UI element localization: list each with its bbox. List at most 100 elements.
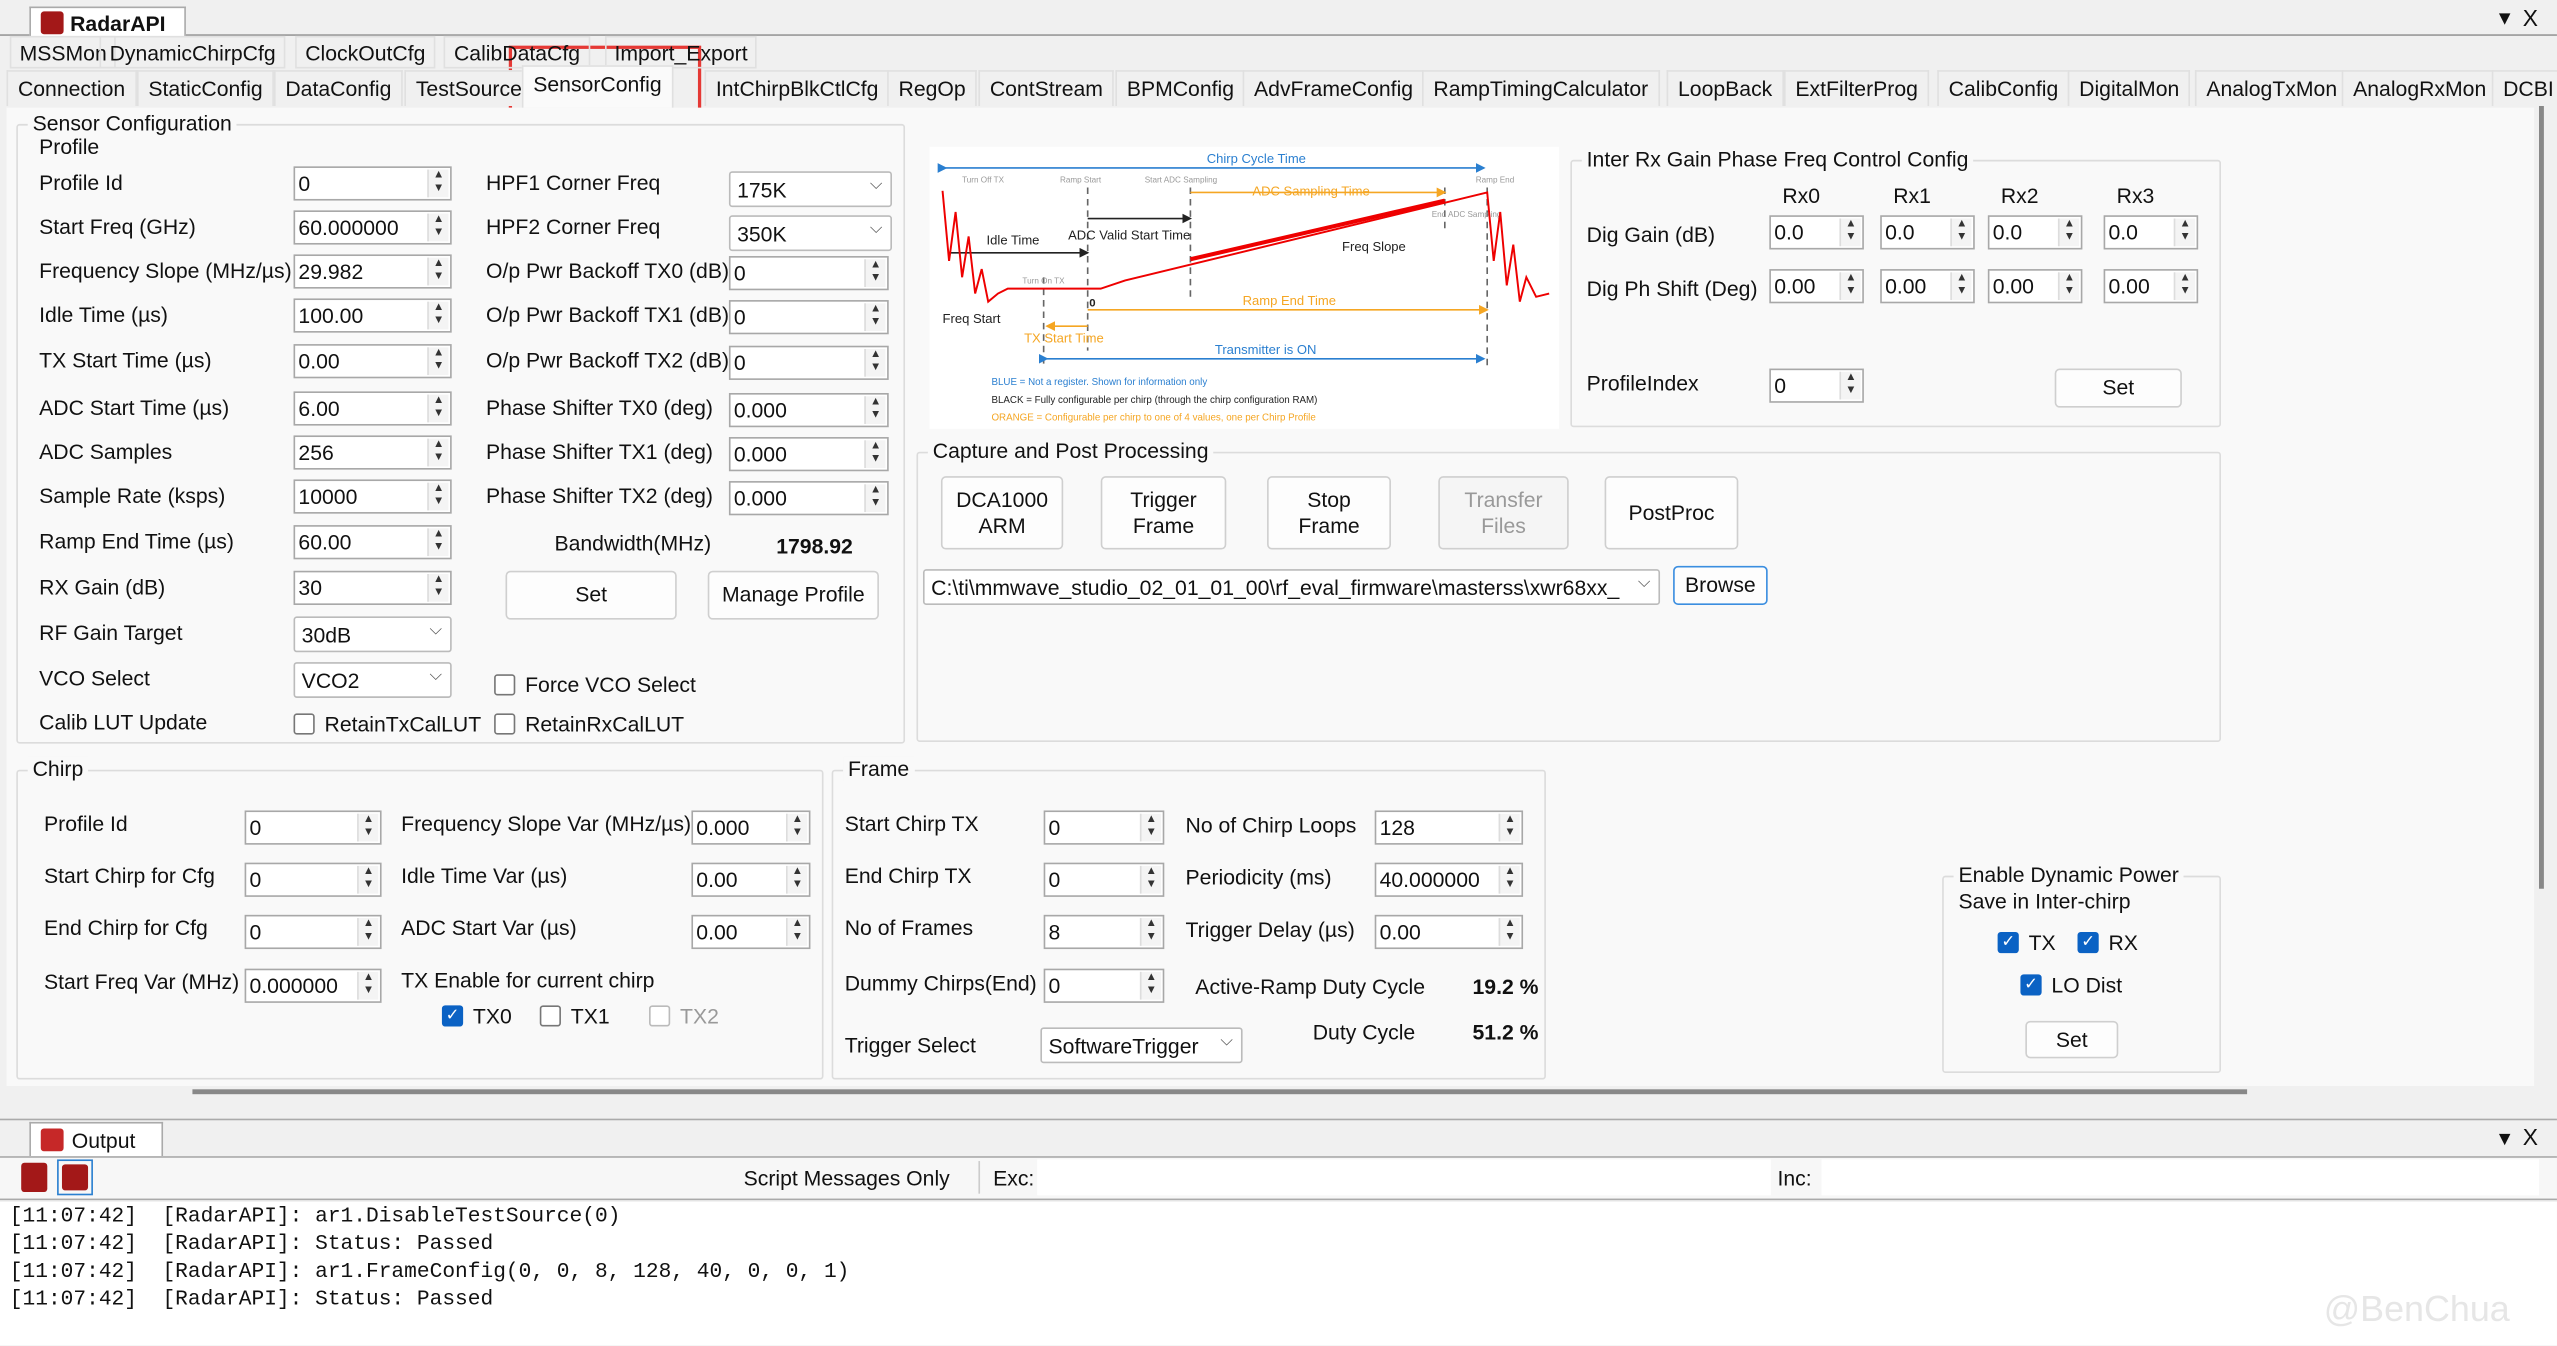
output-log[interactable] bbox=[0, 1201, 2557, 1346]
browse-button[interactable]: Browse bbox=[1673, 565, 1768, 605]
tab-mssmon[interactable]: MSSMon bbox=[9, 35, 117, 69]
inter-rx-set-button[interactable]: Set bbox=[2054, 368, 2182, 408]
exc-input[interactable] bbox=[1037, 1159, 1771, 1196]
profile-field-input[interactable]: 0 ▲ ▼ bbox=[728, 256, 889, 291]
frame-field-input[interactable]: 0 ▲ ▼ bbox=[1043, 862, 1165, 897]
tab-dcbi[interactable]: DCBI bbox=[2491, 70, 2557, 106]
dig-ph-shift-input[interactable]: 0.00 ▲ ▼ bbox=[1769, 269, 1864, 304]
spin-arrows-icon[interactable]: ▲ ▼ bbox=[427, 528, 449, 557]
hpf1-select[interactable]: 175K ⌵ bbox=[728, 171, 892, 208]
dig-gain-input[interactable]: 0.0 ▲ ▼ bbox=[1769, 215, 1864, 250]
vertical-scrollbar[interactable] bbox=[2539, 101, 2544, 889]
spin-arrows-icon[interactable]: ▲ ▼ bbox=[864, 303, 886, 332]
retain-rx-cal-checkbox[interactable]: RetainRxCalLUT bbox=[494, 712, 684, 736]
frame-field-input[interactable]: 0.00 ▲ ▼ bbox=[1374, 914, 1524, 950]
spin-arrows-icon[interactable]: ▲ ▼ bbox=[427, 213, 449, 242]
spin-arrows-icon[interactable]: ▲ ▼ bbox=[1839, 218, 1861, 247]
profile-field-input[interactable]: 0.000 ▲ ▼ bbox=[728, 481, 889, 516]
profile-field-input[interactable]: 0.000 ▲ ▼ bbox=[728, 392, 889, 428]
spin-arrows-icon[interactable]: ▲ ▼ bbox=[427, 257, 449, 286]
spin-arrows-icon[interactable]: ▲ ▼ bbox=[1839, 371, 1861, 400]
frame-field-input[interactable]: 0 ▲ ▼ bbox=[1043, 810, 1165, 845]
tab-advframeconfig[interactable]: AdvFrameConfig bbox=[1242, 70, 1425, 106]
frame-field-input[interactable]: 0 ▲ ▼ bbox=[1043, 968, 1165, 1003]
retain-tx-cal-checkbox[interactable]: RetainTxCalLUT bbox=[293, 712, 481, 736]
profile-field-input[interactable]: 0.000 ▲ ▼ bbox=[728, 437, 889, 472]
spin-arrows-icon[interactable]: ▲ ▼ bbox=[357, 813, 379, 842]
power-set-button[interactable]: Set bbox=[2025, 1020, 2119, 1059]
frame-field-input[interactable]: 128 ▲ ▼ bbox=[1374, 810, 1524, 845]
spin-arrows-icon[interactable]: ▲ ▼ bbox=[1950, 272, 1972, 301]
chirp-field-input[interactable]: 0.00 ▲ ▼ bbox=[691, 862, 811, 897]
dig-ph-shift-input[interactable]: 0.00 ▲ ▼ bbox=[2103, 269, 2199, 304]
tab-testsource[interactable]: TestSource bbox=[404, 70, 534, 106]
spin-arrows-icon[interactable]: ▲ ▼ bbox=[427, 347, 449, 376]
radarapi-tab[interactable]: RadarAPI bbox=[29, 6, 186, 38]
spin-arrows-icon[interactable]: ▲ ▼ bbox=[864, 396, 886, 424]
spin-arrows-icon[interactable]: ▲ ▼ bbox=[427, 438, 449, 467]
spin-arrows-icon[interactable]: ▲ ▼ bbox=[864, 259, 886, 288]
tx-power-checkbox[interactable]: ✓ TX bbox=[1997, 930, 2056, 955]
tab-intchirpblkctlcfg[interactable]: IntChirpBlkCtlCfg bbox=[704, 70, 890, 106]
spin-arrows-icon[interactable]: ▲ ▼ bbox=[864, 348, 886, 377]
spin-arrows-icon[interactable]: ▲ ▼ bbox=[2057, 218, 2080, 247]
profile-field-input[interactable]: 29.982 ▲ ▼ bbox=[293, 254, 452, 289]
dig-gain-input[interactable]: 0.0 ▲ ▼ bbox=[1987, 215, 2083, 250]
horizontal-scrollbar[interactable] bbox=[192, 1089, 2248, 1095]
profile-index-input[interactable]: 0 ▲ ▼ bbox=[1769, 368, 1864, 403]
tab-calibdatacfg[interactable]: CalibDataCfg bbox=[444, 35, 590, 69]
profile-field-input[interactable]: 0 ▲ ▼ bbox=[728, 345, 889, 380]
tab-digitalmon[interactable]: DigitalMon bbox=[2067, 70, 2191, 106]
tab-bpmconfig[interactable]: BPMConfig bbox=[1115, 70, 1246, 106]
tab-dataconfig[interactable]: DataConfig bbox=[273, 70, 403, 106]
tab-loopback[interactable]: LoopBack bbox=[1666, 70, 1784, 106]
spin-arrows-icon[interactable]: ▲ ▼ bbox=[1498, 865, 1520, 894]
close-icon[interactable]: X bbox=[2522, 4, 2538, 31]
firmware-path-select[interactable]: C:\ti\mmwave_studio_02_01_01_00\rf_eval_… bbox=[922, 569, 1661, 605]
profile-field-input[interactable]: 0 ▲ ▼ bbox=[728, 300, 889, 335]
chirp-field-input[interactable]: 0 ▲ ▼ bbox=[244, 862, 382, 897]
spin-arrows-icon[interactable]: ▲ ▼ bbox=[427, 169, 449, 198]
profile-field-input[interactable]: 60.000000 ▲ ▼ bbox=[293, 210, 452, 245]
stop-output-button[interactable] bbox=[57, 1159, 93, 1196]
profile-field-input[interactable]: 30 ▲ ▼ bbox=[293, 570, 452, 605]
profile-field-input[interactable]: 256 ▲ ▼ bbox=[293, 435, 452, 470]
tx-enable-tx1[interactable]: TX1 bbox=[539, 1004, 610, 1028]
profile-field-input[interactable]: 6.00 ▲ ▼ bbox=[293, 391, 452, 426]
chirp-field-input[interactable]: 0 ▲ ▼ bbox=[244, 914, 382, 950]
profile-field-input[interactable]: 10000 ▲ ▼ bbox=[293, 479, 452, 514]
inc-input[interactable] bbox=[1821, 1159, 2539, 1196]
dig-ph-shift-input[interactable]: 0.00 ▲ ▼ bbox=[1880, 269, 1975, 304]
tab-sensorconfig[interactable]: SensorConfig bbox=[521, 65, 674, 108]
tab-import_export[interactable]: Import_Export bbox=[604, 35, 758, 69]
trigger-select[interactable]: SoftwareTrigger ⌵ bbox=[1040, 1027, 1243, 1064]
spin-arrows-icon[interactable]: ▲ ▼ bbox=[2173, 218, 2195, 247]
chirp-field-input[interactable]: 0.00 ▲ ▼ bbox=[691, 914, 811, 950]
output-menu-icon[interactable]: ▼ bbox=[2494, 1126, 2515, 1150]
tab-analogtxmon[interactable]: AnalogTxMon bbox=[2194, 70, 2349, 106]
tab-contstream[interactable]: ContStream bbox=[978, 70, 1115, 106]
tab-ramptimingcalculator[interactable]: RampTimingCalculator bbox=[1421, 70, 1660, 106]
tab-regop[interactable]: RegOp bbox=[887, 70, 978, 106]
profile-field-input[interactable]: 100.00 ▲ ▼ bbox=[293, 298, 452, 333]
spin-arrows-icon[interactable]: ▲ ▼ bbox=[864, 440, 886, 469]
spin-arrows-icon[interactable]: ▲ ▼ bbox=[2173, 272, 2195, 301]
dig-gain-input[interactable]: 0.0 ▲ ▼ bbox=[2103, 215, 2199, 250]
profile-field-input[interactable]: 60.00 ▲ ▼ bbox=[293, 525, 452, 560]
rx-power-checkbox[interactable]: ✓ RX bbox=[2077, 930, 2138, 955]
capture-button-transfer-files[interactable]: Transfer Files bbox=[1438, 476, 1569, 550]
menu-dropdown-icon[interactable]: ▼ bbox=[2494, 6, 2515, 30]
spin-arrows-icon[interactable]: ▲ ▼ bbox=[427, 482, 449, 511]
spin-arrows-icon[interactable]: ▲ ▼ bbox=[1139, 918, 1162, 946]
spin-arrows-icon[interactable]: ▲ ▼ bbox=[1839, 272, 1861, 301]
spin-arrows-icon[interactable]: ▲ ▼ bbox=[864, 484, 886, 513]
spin-arrows-icon[interactable]: ▲ ▼ bbox=[785, 918, 808, 946]
spin-arrows-icon[interactable]: ▲ ▼ bbox=[357, 971, 379, 1000]
manage-profile-button[interactable]: Manage Profile bbox=[707, 570, 879, 620]
capture-button-stop-frame[interactable]: Stop Frame bbox=[1267, 476, 1391, 550]
spin-arrows-icon[interactable]: ▲ ▼ bbox=[427, 394, 449, 423]
spin-arrows-icon[interactable]: ▲ ▼ bbox=[1139, 813, 1162, 842]
chirp-field-input[interactable]: 0.000000 ▲ ▼ bbox=[244, 968, 382, 1003]
spin-arrows-icon[interactable]: ▲ ▼ bbox=[357, 918, 379, 946]
profile-field-input[interactable]: 0.00 ▲ ▼ bbox=[293, 344, 452, 379]
